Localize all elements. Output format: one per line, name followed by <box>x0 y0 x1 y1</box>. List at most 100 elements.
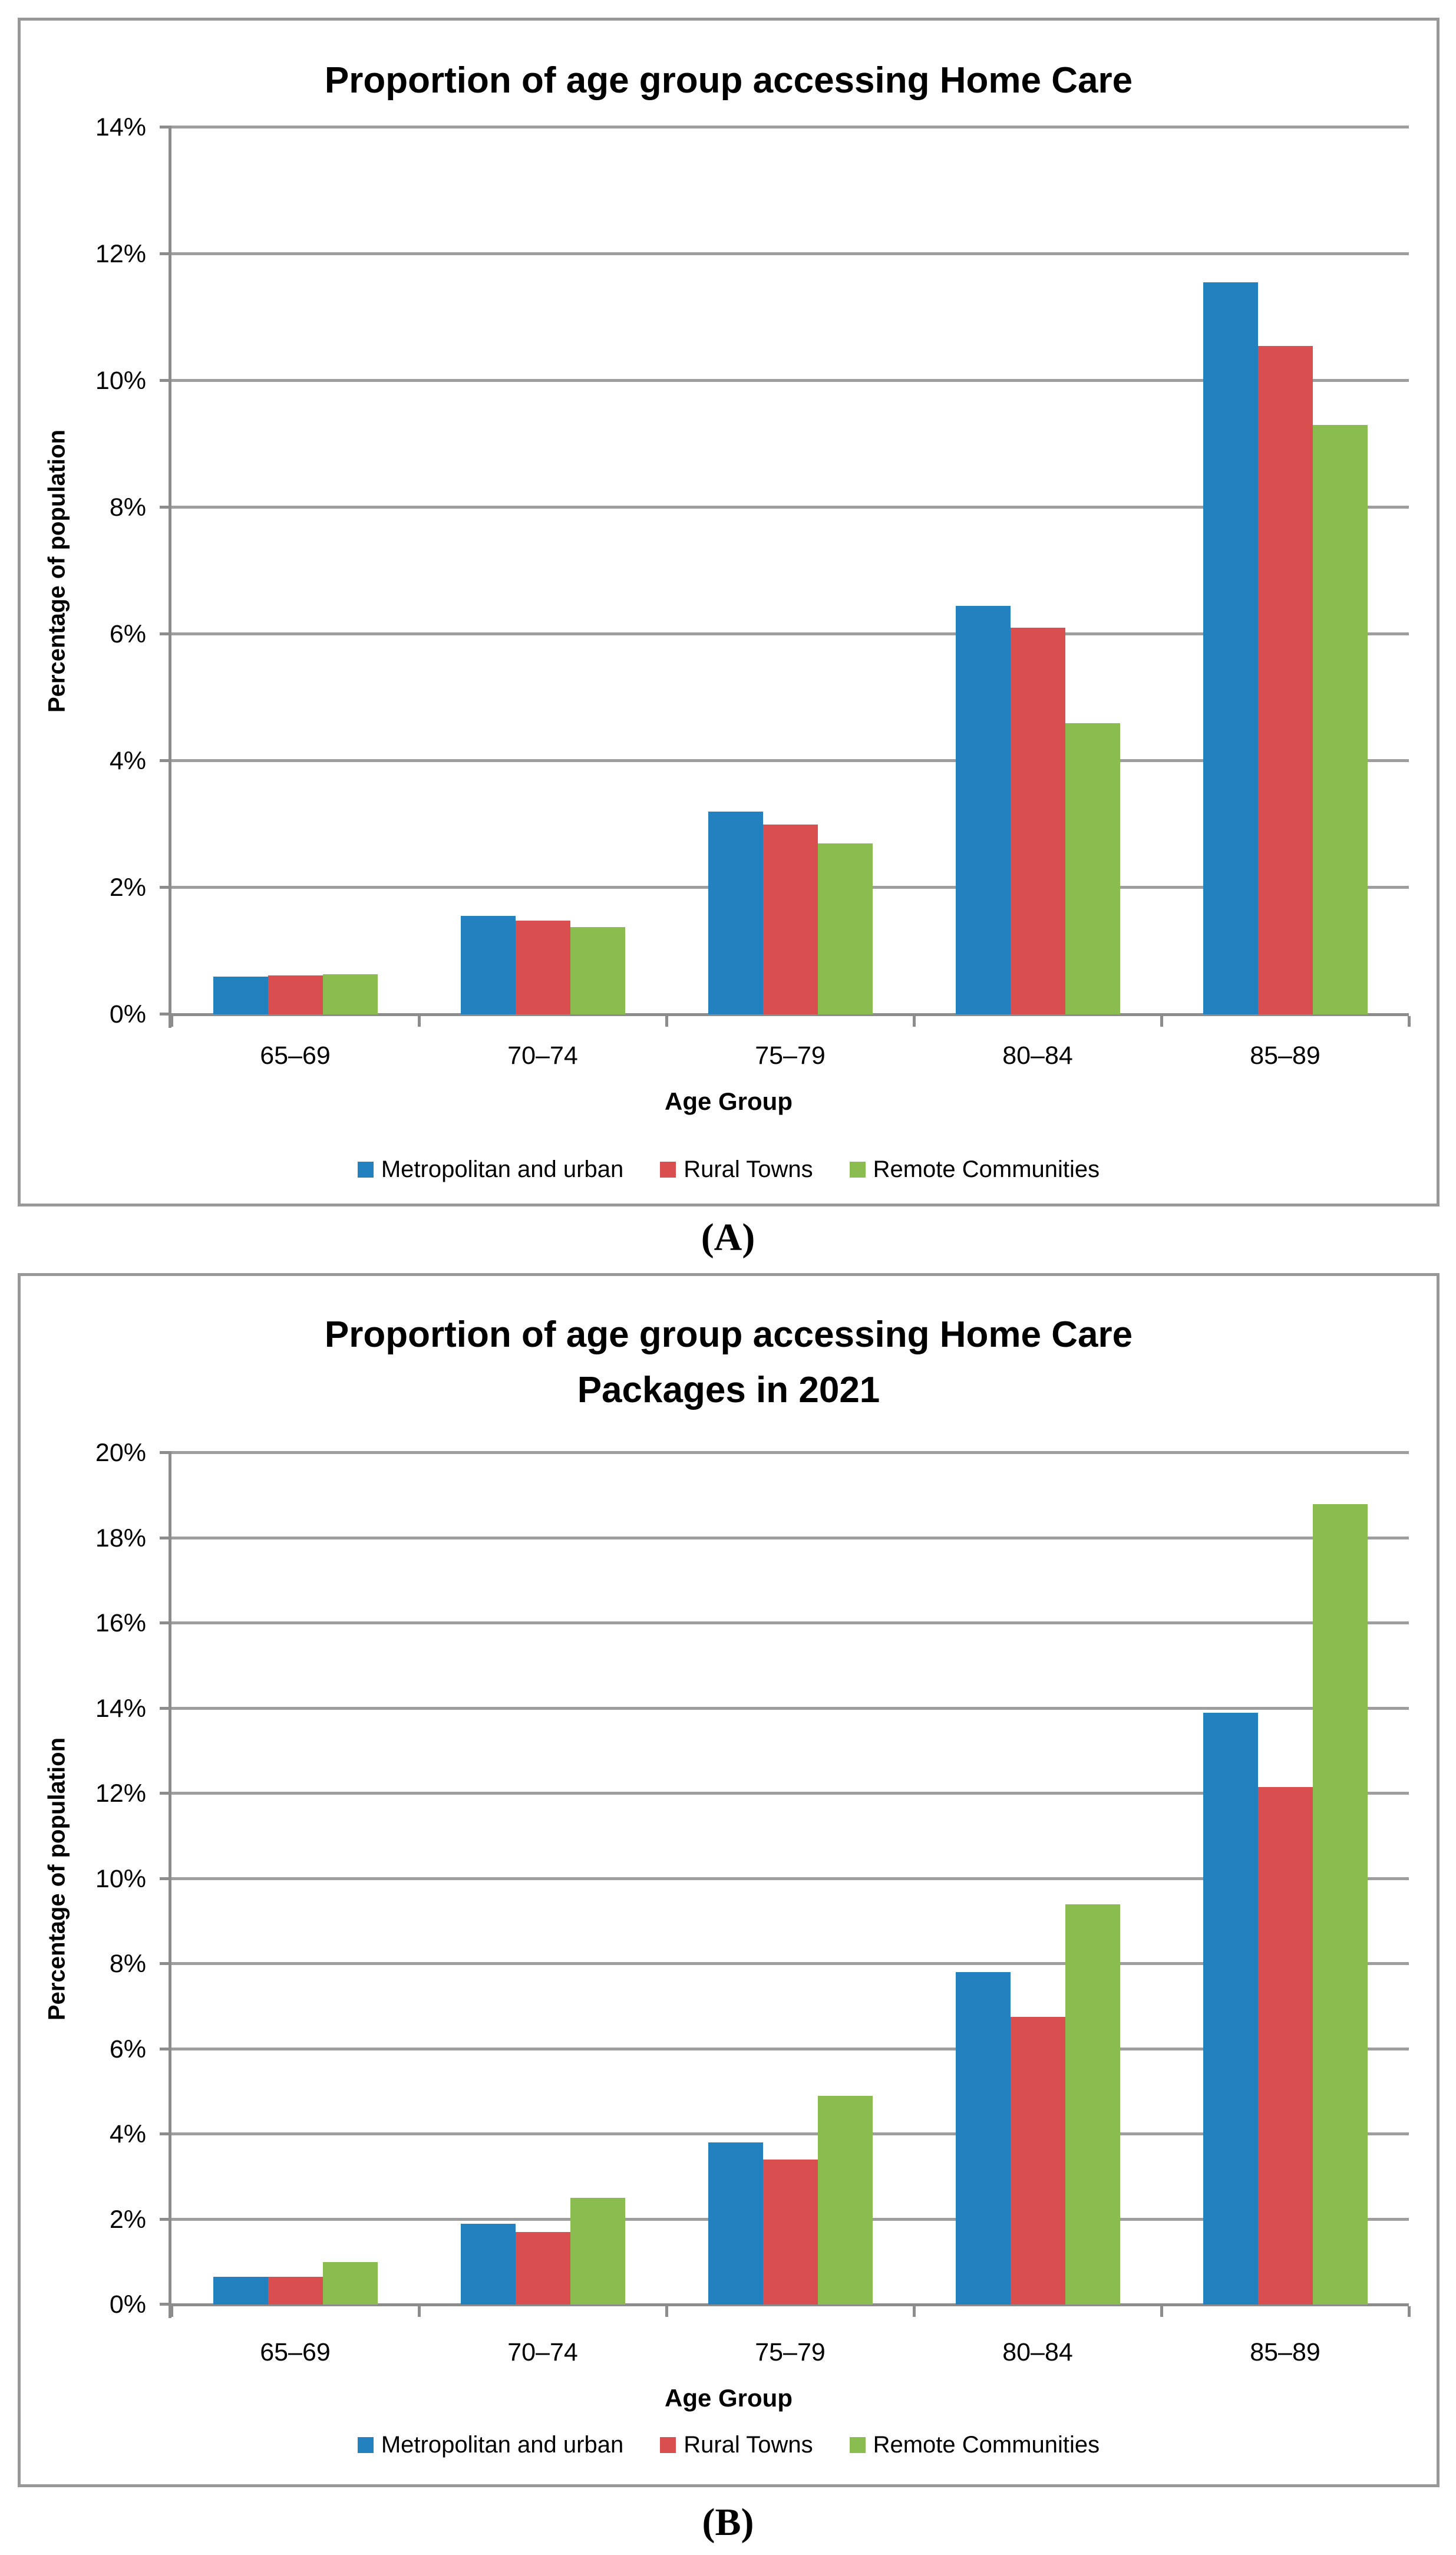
bar-metropolitan-and-urban-85-89 <box>1203 1712 1258 2305</box>
bar-remote-communities-70-74 <box>570 927 625 1014</box>
y-tick-mark <box>160 632 171 635</box>
y-tick-label: 4% <box>109 2120 146 2148</box>
y-tick-label: 12% <box>95 1779 146 1808</box>
y-tick-label: 0% <box>109 1000 146 1028</box>
gridline <box>171 2047 1409 2050</box>
y-tick-label: 2% <box>109 873 146 902</box>
bar-rural-towns-85-89 <box>1257 1787 1313 2305</box>
bar-metropolitan-and-urban-70-74 <box>460 916 516 1014</box>
y-tick-mark <box>160 1962 171 1965</box>
y-tick-mark <box>160 2217 171 2221</box>
bar-remote-communities-75-79 <box>817 843 873 1014</box>
y-tick-label: 14% <box>95 113 146 141</box>
x-tick-label: 85–89 <box>1250 1041 1320 1070</box>
gridline <box>171 759 1409 762</box>
y-tick-mark <box>160 1621 171 1624</box>
bar-metropolitan-and-urban-75-79 <box>708 812 763 1014</box>
x-axis-title: Age Group <box>665 2384 793 2412</box>
chart-a-panel: Proportion of age group accessing Home C… <box>18 18 1440 1206</box>
gridline <box>171 379 1409 382</box>
y-tick-mark <box>160 886 171 889</box>
chart-title-line: Proportion of age group accessing Home C… <box>324 60 1133 101</box>
gridline <box>171 1621 1409 1624</box>
x-tick-mark <box>170 2306 173 2317</box>
y-tick-label: 18% <box>95 1524 146 1552</box>
legend-label: Remote Communities <box>873 1156 1100 1182</box>
gridline <box>171 252 1409 255</box>
legend-label: Rural Towns <box>684 1156 813 1182</box>
y-axis-title: Percentage of population <box>44 429 70 713</box>
gridline <box>171 1962 1409 1965</box>
x-tick-label: 75–79 <box>755 1041 826 1070</box>
bar-metropolitan-and-urban-70-74 <box>460 2223 516 2305</box>
bar-rural-towns-65-69 <box>268 2277 323 2305</box>
legend-label: Metropolitan and urban <box>381 1156 624 1182</box>
legend-label: Metropolitan and urban <box>381 2432 624 2458</box>
y-tick-label: 4% <box>109 747 146 775</box>
bar-rural-towns-75-79 <box>762 824 818 1014</box>
legend-swatch-remote-communities <box>849 1161 866 1178</box>
bar-remote-communities-75-79 <box>817 2095 873 2305</box>
x-tick-mark <box>418 2306 421 2317</box>
gridline <box>171 1451 1409 1454</box>
x-tick-mark <box>1408 1016 1411 1027</box>
x-tick-label: 80–84 <box>1002 1041 1073 1070</box>
y-tick-mark <box>160 2303 171 2306</box>
x-tick-label: 70–74 <box>507 2338 578 2366</box>
legend-item-metropolitan-and-urban: Metropolitan and urban <box>357 1153 624 1185</box>
x-tick-label: 75–79 <box>755 2338 826 2366</box>
figure-label-a: (A) <box>701 1216 755 1259</box>
x-tick-label: 85–89 <box>1250 2338 1320 2366</box>
bar-metropolitan-and-urban-85-89 <box>1203 282 1258 1014</box>
legend-item-rural-towns: Rural Towns <box>660 2429 813 2461</box>
x-tick-mark <box>418 1016 421 1027</box>
y-tick-label: 20% <box>95 1439 146 1467</box>
y-tick-label: 16% <box>95 1609 146 1637</box>
gridline <box>171 2132 1409 2135</box>
bar-metropolitan-and-urban-65-69 <box>213 2277 268 2305</box>
legend: Metropolitan and urban Rural Towns Remote … <box>21 2429 1437 2461</box>
bar-remote-communities-65-69 <box>322 974 378 1014</box>
x-tick-mark <box>913 2306 916 2317</box>
y-tick-label: 10% <box>95 367 146 395</box>
bar-remote-communities-65-69 <box>322 2261 378 2305</box>
bar-metropolitan-and-urban-80-84 <box>955 605 1011 1014</box>
y-tick-mark <box>160 1877 171 1880</box>
x-tick-label: 65–69 <box>260 1041 331 1070</box>
x-tick-mark <box>665 2306 668 2317</box>
bar-remote-communities-70-74 <box>570 2198 625 2305</box>
x-tick-mark <box>1160 1016 1163 1027</box>
y-tick-mark <box>160 252 171 255</box>
legend-item-rural-towns: Rural Towns <box>660 1153 813 1185</box>
x-tick-label: 80–84 <box>1002 2338 1073 2366</box>
y-tick-label: 0% <box>109 2290 146 2319</box>
legend-swatch-remote-communities <box>849 2437 866 2453</box>
bar-rural-towns-80-84 <box>1010 2017 1065 2305</box>
y-tick-label: 8% <box>109 1950 146 1978</box>
x-tick-label: 70–74 <box>507 1041 578 1070</box>
bar-metropolitan-and-urban-75-79 <box>708 2142 763 2305</box>
gridline <box>171 506 1409 509</box>
legend-label: Remote Communities <box>873 2432 1100 2458</box>
legend-swatch-metropolitan-and-urban <box>357 1161 374 1178</box>
figure-label-b: (B) <box>702 2501 754 2544</box>
legend-swatch-metropolitan-and-urban <box>357 2437 374 2453</box>
y-tick-label: 12% <box>95 240 146 268</box>
bar-remote-communities-80-84 <box>1065 723 1120 1014</box>
legend: Metropolitan and urban Rural Towns Remote … <box>21 1153 1437 1185</box>
y-tick-label: 14% <box>95 1694 146 1723</box>
bar-rural-towns-70-74 <box>515 920 570 1014</box>
y-axis-line <box>169 1453 171 2318</box>
gridline <box>171 1792 1409 1795</box>
y-tick-mark <box>160 506 171 509</box>
x-axis-line <box>169 2303 1409 2306</box>
y-tick-label: 6% <box>109 2035 146 2063</box>
x-tick-mark <box>665 1016 668 1027</box>
x-axis-line <box>169 1013 1409 1016</box>
bar-metropolitan-and-urban-65-69 <box>213 976 268 1014</box>
y-tick-mark <box>160 2132 171 2135</box>
chart-b-panel: Proportion of age group accessing Home C… <box>18 1273 1440 2487</box>
legend-label: Rural Towns <box>684 2432 813 2458</box>
bar-rural-towns-75-79 <box>762 2160 818 2305</box>
